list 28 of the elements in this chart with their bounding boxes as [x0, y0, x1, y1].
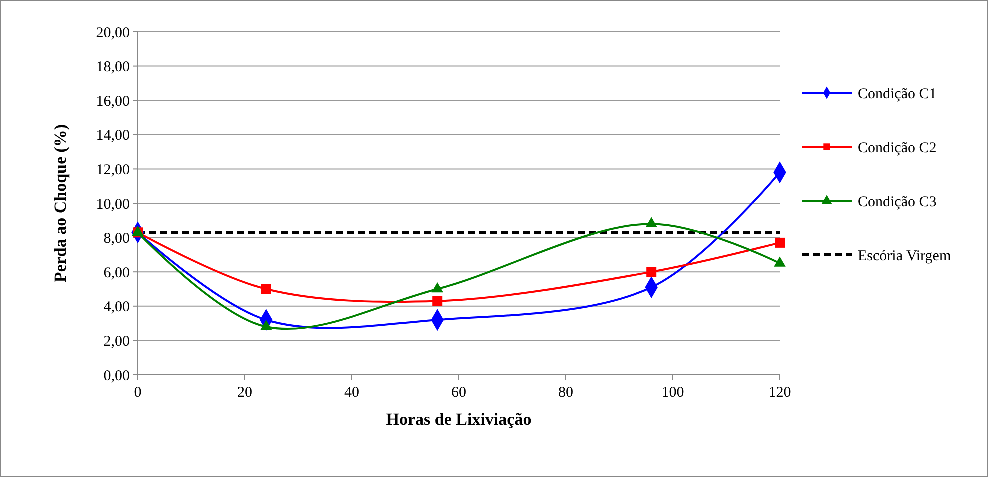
- x-tick-label: 0: [134, 385, 142, 401]
- point: [646, 267, 657, 278]
- y-tick-label: 6,00: [104, 265, 130, 282]
- y-tick-label: 12,00: [96, 162, 130, 178]
- x-tick-label: 40: [344, 385, 360, 401]
- x-tick-label: 100: [662, 385, 684, 401]
- y-tick-label: 4,00: [104, 300, 130, 316]
- y-axis-title: Perda ao Choque (%): [51, 124, 70, 283]
- y-tick-label: 14,00: [96, 128, 130, 144]
- y-tick-label: 20,00: [96, 25, 130, 42]
- x-tick-label: 20: [238, 385, 252, 401]
- legend-label: Condição C1: [858, 86, 937, 102]
- legend-label: Condição C2: [858, 140, 937, 156]
- y-tick-label: 0,00: [104, 368, 130, 384]
- y-tick-label: 8,00: [104, 231, 130, 248]
- point: [432, 296, 443, 306]
- x-tick-label: 60: [452, 385, 466, 401]
- y-tick-label: 2,00: [104, 334, 130, 350]
- y-tick-label: 18,00: [96, 60, 130, 76]
- legend-label: Condição C3: [858, 194, 937, 210]
- x-tick-label: 120: [768, 385, 792, 401]
- x-tick-label: 80: [558, 385, 574, 401]
- y-tick-label: 16,00: [96, 94, 130, 110]
- x-axis-title: Horas de Lixiviação: [386, 410, 532, 429]
- legend-label: Escória Virgem: [858, 248, 952, 264]
- point: [261, 284, 272, 294]
- y-tick-label: 10,00: [96, 196, 130, 213]
- point: [775, 238, 785, 248]
